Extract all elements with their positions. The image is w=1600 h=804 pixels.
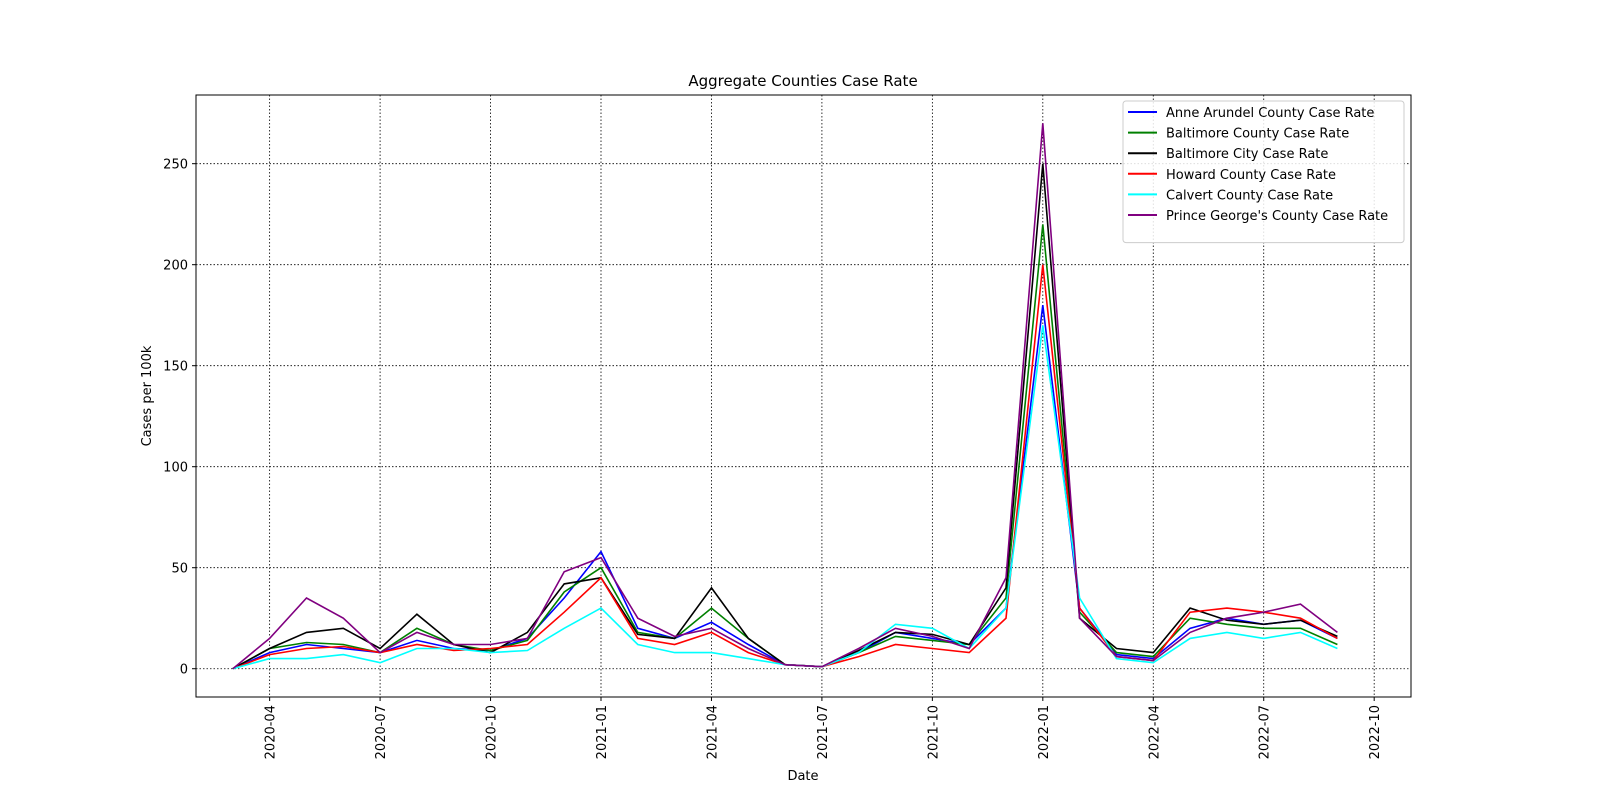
y-tick-label: 200 [163, 259, 188, 274]
y-tick-label: 150 [163, 360, 188, 375]
x-tick-label: 2022-01 [1037, 705, 1052, 759]
x-tick-label: 2021-04 [705, 705, 720, 759]
series-line [232, 325, 1338, 670]
y-axis-label: Cases per 100k [140, 345, 155, 446]
y-tick-label: 50 [171, 562, 188, 577]
x-tick-label: 2020-10 [485, 705, 500, 759]
series-line [232, 224, 1338, 670]
x-tick-label: 2020-04 [264, 705, 279, 759]
legend-label: Prince George's County Case Rate [1166, 209, 1388, 224]
x-tick-label: 2022-04 [1147, 705, 1162, 759]
legend-label: Anne Arundel County Case Rate [1166, 106, 1374, 121]
series-line [232, 305, 1338, 670]
legend-label: Calvert County Case Rate [1166, 188, 1333, 203]
series-line [232, 123, 1338, 670]
x-tick-label: 2020-07 [374, 705, 389, 759]
x-tick-label: 2021-07 [816, 705, 831, 759]
plot-frame [195, 94, 1412, 698]
x-axis-label: Date [787, 769, 818, 784]
y-tick-label: 250 [163, 158, 188, 173]
x-tick-label: 2021-10 [926, 705, 941, 759]
x-tick-label: 2021-01 [595, 705, 610, 759]
y-tick-label: 0 [180, 663, 188, 678]
x-tick-label: 2022-10 [1368, 705, 1383, 759]
x-tick-label: 2022-07 [1258, 705, 1273, 759]
legend-box [1122, 100, 1405, 244]
y-tick-label: 100 [163, 461, 188, 476]
legend: Anne Arundel County Case Rate Baltimore C… [1122, 100, 1405, 244]
legend-label: Baltimore City Case Rate [1166, 147, 1328, 162]
chart-title: Aggregate Counties Case Rate [688, 72, 917, 90]
legend-label: Baltimore County Case Rate [1166, 127, 1349, 142]
legend-label: Howard County Case Rate [1166, 168, 1336, 183]
